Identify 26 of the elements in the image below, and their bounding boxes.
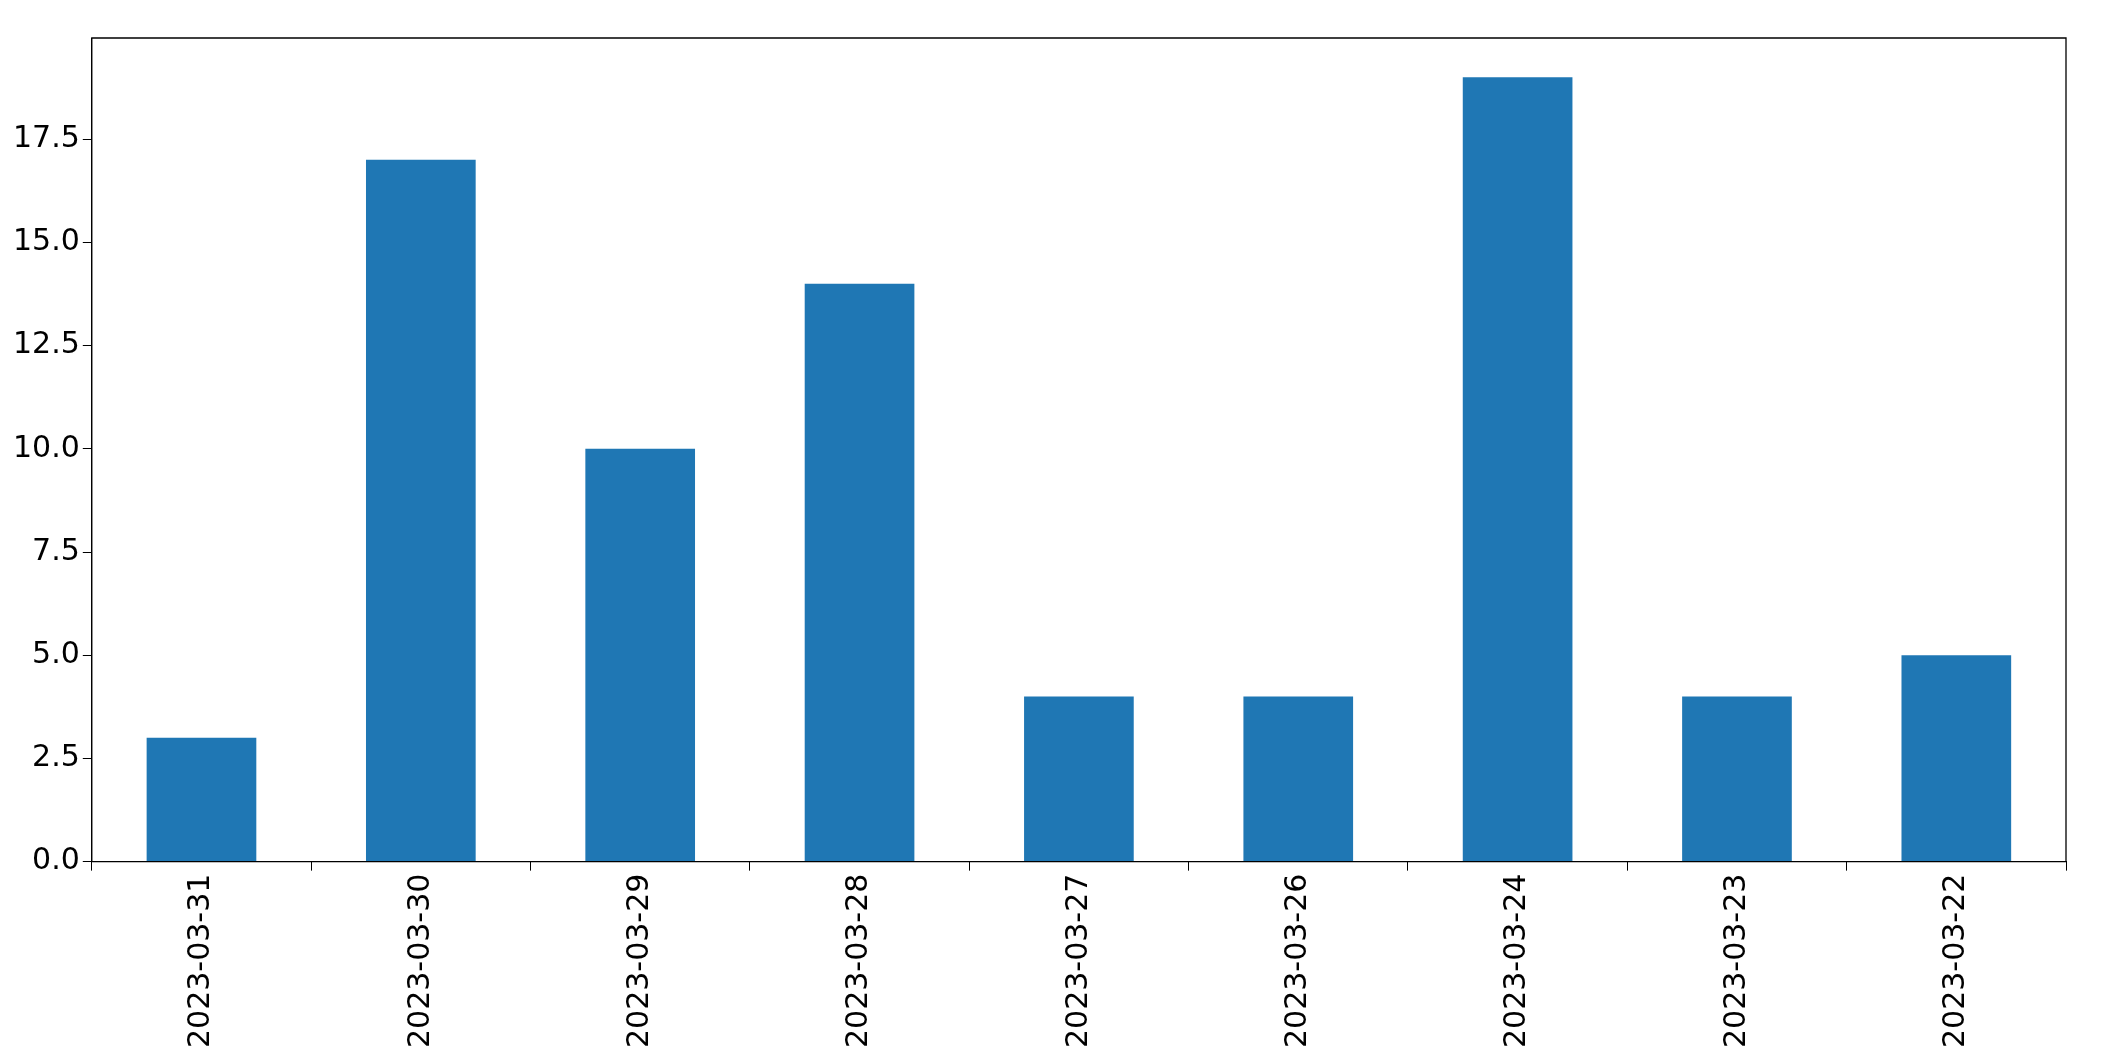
bar xyxy=(1901,655,2012,862)
x-tick-label: 2023-03-31 xyxy=(181,873,217,1049)
bar xyxy=(804,283,915,862)
x-tick-label: 2023-03-27 xyxy=(1058,873,1094,1049)
bar xyxy=(1462,77,1573,862)
x-tick-label: 2023-03-30 xyxy=(400,873,436,1049)
bar xyxy=(146,737,257,862)
x-tick-label: 2023-03-28 xyxy=(839,873,875,1049)
x-tick-label: 2023-03-26 xyxy=(1278,873,1314,1049)
y-tick-label: 5.0 xyxy=(32,635,80,671)
y-tick-label: 0.0 xyxy=(32,841,80,877)
x-tick-label: 2023-03-24 xyxy=(1497,873,1533,1049)
y-tick-label: 12.5 xyxy=(13,325,80,361)
bar xyxy=(365,159,476,862)
bar xyxy=(1243,696,1354,862)
y-tick-label: 15.0 xyxy=(13,222,80,258)
x-tick-label: 2023-03-29 xyxy=(619,873,655,1049)
y-tick-label: 10.0 xyxy=(13,428,80,464)
x-tick-label: 2023-03-22 xyxy=(1936,873,1972,1049)
y-tick-label: 17.5 xyxy=(13,118,80,154)
bar xyxy=(1682,696,1792,862)
y-tick-label: 7.5 xyxy=(32,531,80,567)
x-tick-label: 2023-03-23 xyxy=(1716,873,1752,1049)
bar xyxy=(1024,696,1134,862)
bar xyxy=(585,448,696,862)
y-tick-label: 2.5 xyxy=(32,738,80,774)
